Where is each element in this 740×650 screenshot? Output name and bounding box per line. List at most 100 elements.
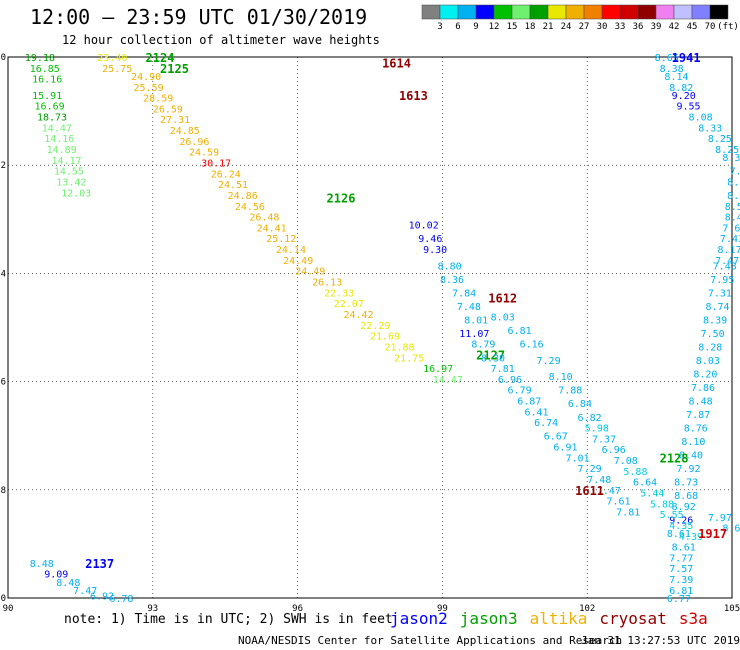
pass-label: 1611	[575, 484, 604, 498]
wave-height-value: 8.08	[689, 113, 713, 124]
wave-height-value: 22.29	[360, 321, 390, 332]
footer-timestamp: Jan 31 13:27:53 UTC 2019	[581, 634, 740, 647]
wave-height-value: 25.75	[102, 64, 132, 75]
colorbar-label: 36	[633, 22, 644, 32]
wave-height-value: 4.39	[679, 532, 703, 543]
wave-height-value: 23.40	[97, 53, 127, 64]
colorbar: 3 6 9 12 15 18 21 24 27 30 33 36 39 42 45 70 (ft)	[421, 4, 739, 32]
wave-height-value: 8.73	[674, 478, 698, 489]
wave-height-value: 7.87	[686, 410, 710, 421]
wave-height-value: 7.81	[491, 364, 515, 375]
colorbar-label: (ft)	[717, 22, 739, 32]
wave-height-value: 8.37	[722, 153, 740, 164]
wave-height-value: 8.61	[667, 529, 691, 540]
y-tick-label: -50	[0, 53, 6, 63]
pass-label: 1941	[672, 51, 701, 65]
chart-title: 12:00 — 23:59 UTC 01/30/2019	[30, 5, 368, 29]
wave-height-value: 6.81	[508, 326, 532, 337]
wave-height-value: 7.57	[669, 564, 693, 575]
y-tick-label: -56	[0, 378, 6, 388]
wave-height-value: 26.13	[312, 278, 342, 289]
wave-height-value: 6.74	[534, 418, 558, 429]
wave-height-value: 6.96	[602, 445, 626, 456]
colorbar-label: 33	[615, 22, 626, 32]
wave-height-value: 8.48	[56, 578, 80, 589]
wave-height-value: 26.59	[153, 104, 183, 115]
wave-height-value: 9.55	[676, 102, 700, 113]
colorbar-label: 45	[687, 22, 698, 32]
wave-height-value: 8.82	[669, 83, 693, 94]
wave-height-value: 8.14	[664, 72, 688, 83]
wave-height-value: 25.59	[133, 83, 163, 94]
wave-height-value: 6.16	[520, 340, 544, 351]
y-tick-label: -60	[0, 594, 6, 604]
wave-height-value: 7.48	[587, 475, 611, 486]
wave-height-value: 24.86	[228, 191, 258, 202]
wave-height-value: 24.85	[170, 126, 200, 137]
wave-height-value: 8.28	[698, 342, 722, 353]
wave-height-value: 6.67	[544, 432, 568, 443]
y-tick-label: -58	[0, 486, 6, 496]
wave-height-value: 14.47	[42, 123, 72, 134]
y-tick-label: -54	[0, 269, 6, 279]
wave-height-value: 6.87	[517, 397, 541, 408]
wave-height-value: 5.88	[650, 499, 674, 510]
wave-height-value: 7.43	[720, 234, 740, 245]
wave-height-value: 6.78	[109, 594, 133, 605]
wave-height-value: 12.03	[61, 188, 91, 199]
wave-height-value: 6.82	[578, 413, 602, 424]
wave-height-value: 5.55	[660, 510, 684, 521]
wave-height-value: 6.81	[669, 586, 693, 597]
wave-height-value: 21.69	[370, 332, 400, 343]
wave-height-value: 7.43	[713, 261, 737, 272]
wave-height-value: 8.40	[679, 451, 703, 462]
x-tick-label: 90	[3, 604, 14, 614]
wave-height-value: 8.48	[689, 397, 713, 408]
wave-height-value: 6.77	[667, 594, 691, 605]
colorbar-label: 42	[669, 22, 680, 32]
wave-height-value: 8.6	[722, 524, 740, 535]
pass-label: 1614	[382, 56, 411, 70]
wave-height-value: 8.10	[549, 372, 573, 383]
wave-height-value: 14.89	[47, 145, 77, 156]
wave-height-value: 28.59	[143, 94, 173, 105]
wave-height-value: 9.09	[44, 570, 68, 581]
wave-height-value: 14.47	[433, 375, 463, 386]
wave-height-value: 8.8	[727, 177, 740, 188]
x-tick-label: 93	[147, 604, 158, 614]
colorbar-label: 39	[651, 22, 662, 32]
wave-height-value: 8.03	[491, 313, 515, 324]
wave-height-value: 8.01	[464, 315, 488, 326]
wave-height-value: 9.46	[418, 234, 442, 245]
wave-height-value: 19.18	[25, 53, 55, 64]
wave-height-value: 8.46	[725, 213, 740, 224]
wave-height-value: 27.31	[160, 115, 190, 126]
wave-height-value: 6.84	[568, 399, 592, 410]
wave-height-value: 9.26	[669, 516, 693, 527]
chart-subtitle: 12 hour collection of altimeter wave hei…	[62, 33, 380, 47]
colorbar-label: 15	[507, 22, 518, 32]
wave-height-value: 7.86	[691, 383, 715, 394]
wave-height-value: 6.91	[553, 443, 577, 454]
wave-height-value: 8.33	[698, 123, 722, 134]
pass-label: 2127	[476, 349, 505, 363]
pass-label: 2137	[85, 557, 114, 571]
wave-height-value: 26.96	[179, 137, 209, 148]
wave-height-value: 7.88	[558, 386, 582, 397]
wave-height-value: 25.12	[266, 234, 296, 245]
pass-label: 2128	[660, 451, 689, 465]
wave-height-value: 13.42	[56, 177, 86, 188]
wave-height-value: 21.88	[384, 342, 414, 353]
pass-label: 1917	[698, 527, 727, 541]
wave-height-value: 8.38	[660, 64, 684, 75]
wave-height-value: 22.33	[324, 288, 354, 299]
wave-height-value: 7.29	[537, 356, 561, 367]
wave-height-value: 7.81	[616, 507, 640, 518]
footer-credit: NOAA/NESDIS Center for Satellite Applica…	[238, 634, 623, 647]
footer-note: note: 1) Time is in UTC; 2) SWH is in fe…	[64, 612, 393, 627]
wave-height-value: 6.64	[633, 478, 657, 489]
wave-height-value: 8.68	[674, 491, 698, 502]
wave-height-value: 14.55	[54, 167, 84, 178]
colorbar-label: 6	[455, 22, 460, 32]
